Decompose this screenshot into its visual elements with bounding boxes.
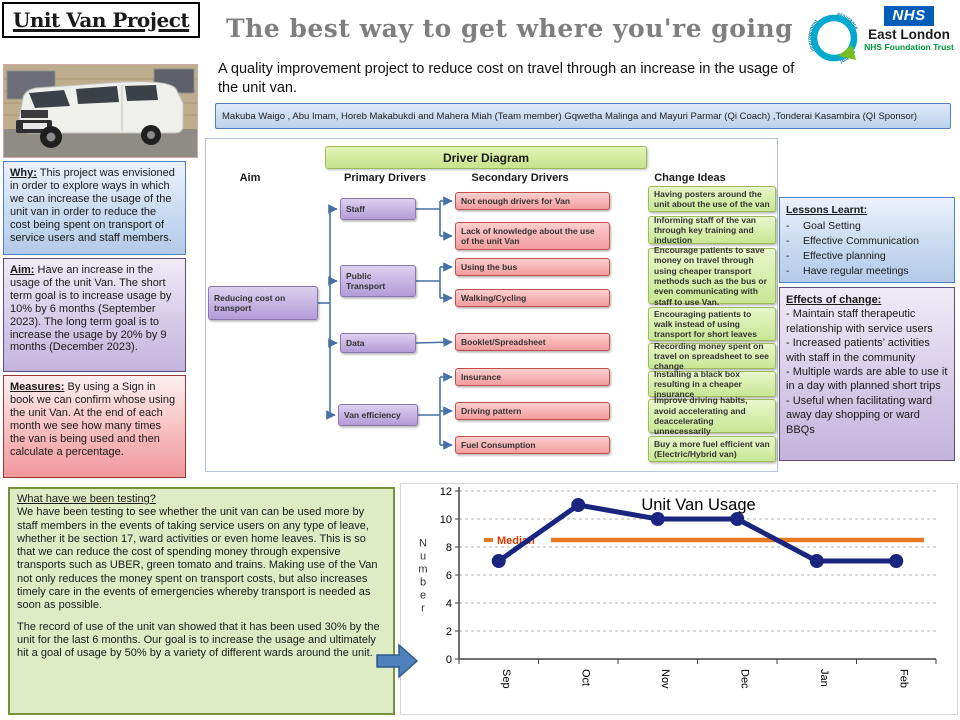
- svg-text:Oct: Oct: [579, 669, 591, 686]
- subtitle: A quality improvement project to reduce …: [218, 61, 795, 96]
- lesson-item: Effective Communication: [786, 234, 948, 249]
- primary-node: Data: [340, 333, 416, 353]
- driver-diagram-title: Driver Diagram: [325, 146, 647, 169]
- aim-panel: Aim: Have an increase in the usage of th…: [3, 258, 186, 372]
- svg-text:12: 12: [440, 486, 452, 498]
- change-idea-node: Informing staff of the van through key t…: [648, 215, 776, 245]
- primary-node: Staff: [340, 198, 416, 220]
- testing-paragraph-2: The record of use of the unit van showed…: [17, 620, 380, 660]
- lesson-item: Goal Setting: [786, 219, 948, 234]
- why-text: This project was envisioned in order to …: [10, 167, 175, 244]
- change-idea-node: Recording money spent on travel on sprea…: [648, 341, 776, 371]
- project-title-text: Unit Van Project: [12, 8, 190, 32]
- q-improvement-logo-icon: assurance control improvement: [807, 11, 859, 64]
- main-title: The best way to get where you're going: [226, 14, 794, 43]
- project-title: Unit Van Project: [2, 2, 200, 38]
- lessons-heading: Lessons Learnt:: [786, 204, 868, 216]
- change-idea-node: Improve driving habits, avoid accelerati…: [648, 395, 776, 436]
- effects-of-change-panel: Effects of change: Maintain staff therap…: [779, 287, 955, 461]
- team-members: Makuba Waigo , Abu Imam, Horeb Makabukdi…: [215, 103, 951, 129]
- svg-text:2: 2: [446, 626, 452, 638]
- van-photo: [3, 64, 198, 158]
- svg-text:0: 0: [446, 654, 452, 666]
- why-panel: Why: This project was envisioned in orde…: [3, 161, 186, 255]
- measures-panel: Measures: By using a Sign in book we can…: [3, 375, 186, 478]
- column-aim: Aim: [239, 172, 261, 184]
- effect-item: Increased patients’ activities with staf…: [786, 336, 948, 365]
- secondary-node: Not enough drivers for Van: [455, 192, 610, 210]
- change-idea-node: Installing a black box resulting in a ch…: [648, 369, 776, 399]
- column-primary-drivers: Primary Drivers: [344, 172, 426, 184]
- lessons-learnt-panel: Lessons Learnt: Goal Setting Effective C…: [779, 197, 955, 283]
- change-idea-node: Having posters around the unit about the…: [648, 186, 776, 212]
- change-idea-node: Encouraging patients to walk instead of …: [648, 307, 776, 341]
- nhs-brand-icon: NHS: [884, 6, 934, 26]
- testing-heading: What have we been testing?: [17, 493, 156, 505]
- testing-panel: What have we been testing? We have been …: [8, 487, 395, 715]
- lesson-item: Have regular meetings: [786, 264, 948, 279]
- secondary-node: Lack of knowledge about the use of the u…: [455, 222, 610, 250]
- secondary-node: Insurance: [455, 368, 610, 386]
- svg-text:Sep: Sep: [500, 669, 512, 689]
- secondary-node: Driving pattern: [455, 402, 610, 420]
- effect-item: Useful when facilitating ward away day s…: [786, 394, 948, 437]
- change-idea-node: Encourage patients to save money on trav…: [648, 245, 776, 307]
- nhs-logo: NHS East London NHS Foundation Trust: [862, 6, 956, 52]
- svg-text:4: 4: [446, 598, 452, 610]
- primary-node: Van efficiency: [338, 404, 418, 426]
- svg-text:Dec: Dec: [738, 669, 750, 689]
- measures-heading: Measures:: [10, 381, 65, 393]
- svg-text:10: 10: [440, 514, 452, 526]
- aim-node: Reducing cost on transport: [208, 286, 318, 320]
- column-change-ideas: Change Ideas: [654, 172, 726, 184]
- why-heading: Why:: [10, 167, 37, 179]
- effect-item: Multiple wards are able to use it in a d…: [786, 365, 948, 394]
- right-arrow-icon: [376, 643, 419, 679]
- svg-text:8: 8: [446, 542, 452, 554]
- svg-text:Nov: Nov: [659, 669, 671, 689]
- effect-item: Maintain staff therapeutic relationship …: [786, 307, 948, 336]
- change-idea-node: Buy a more fuel efficient van (Electric/…: [648, 436, 776, 462]
- measures-text: By using a Sign in book we can confirm w…: [10, 381, 176, 458]
- aim-text: Have an increase in the usage of the uni…: [10, 264, 172, 354]
- svg-text:Unit Van Usage: Unit Van Usage: [641, 496, 755, 514]
- nhs-org-subtitle: NHS Foundation Trust: [864, 42, 954, 52]
- secondary-node: Walking/Cycling: [455, 289, 610, 307]
- aim-heading: Aim:: [10, 264, 35, 276]
- column-secondary-drivers: Secondary Drivers: [471, 172, 569, 184]
- lesson-item: Effective planning: [786, 249, 948, 264]
- nhs-org-name: East London: [868, 27, 950, 42]
- testing-paragraph-1: We have been testing to see whether the …: [17, 506, 378, 612]
- secondary-node: Booklet/Spreadsheet: [455, 333, 610, 351]
- svg-text:Feb: Feb: [897, 669, 909, 688]
- svg-text:Jan: Jan: [818, 669, 830, 687]
- lessons-list: Goal Setting Effective Communication Eff…: [786, 219, 948, 279]
- secondary-node: Using the bus: [455, 258, 610, 276]
- svg-text:6: 6: [446, 570, 452, 582]
- secondary-node: Fuel Consumption: [455, 436, 610, 454]
- effects-heading: Effects of change:: [786, 294, 882, 306]
- primary-node: Public Transport: [340, 265, 416, 297]
